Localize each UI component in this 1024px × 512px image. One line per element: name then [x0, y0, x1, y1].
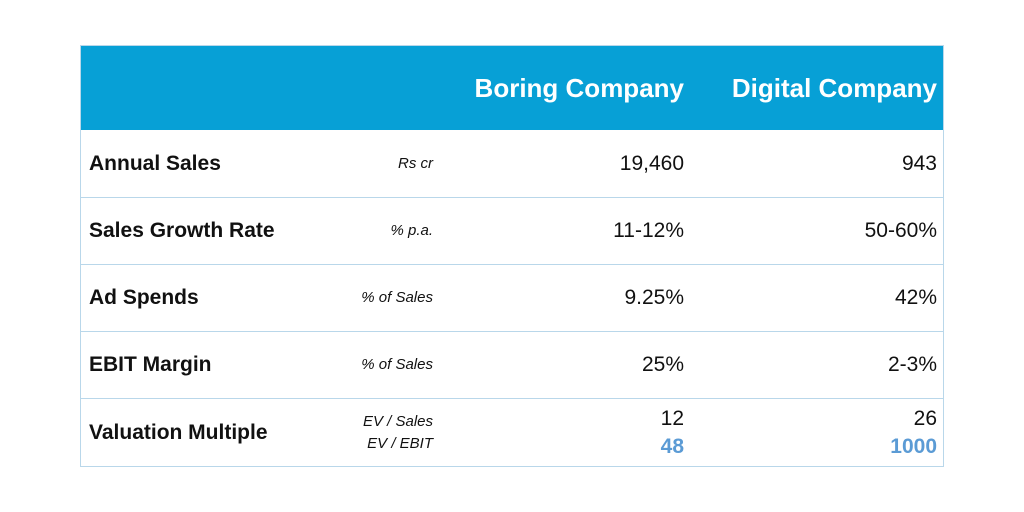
digital-value: 42%: [895, 265, 937, 331]
value-text: 50-60%: [864, 219, 937, 242]
row-label: EBIT Margin: [89, 353, 212, 376]
row-label: Ad Spends: [89, 286, 199, 309]
row-unit: EV / Sales EV / EBIT: [363, 399, 433, 466]
boring-value: 9.25%: [624, 265, 684, 331]
value-text: 19,460: [619, 151, 684, 175]
row-unit: % of Sales: [361, 265, 433, 331]
value-text: 42%: [894, 286, 937, 309]
value-text-secondary: 48: [660, 434, 684, 458]
value-text: 9.25%: [624, 286, 684, 309]
value-text: 26: [913, 406, 937, 430]
comparison-table: Boring Company Digital Company Annual Sa…: [80, 45, 944, 467]
table-row: EBIT Margin % of Sales 25% 2-3%: [81, 331, 943, 398]
row-label: Valuation Multiple: [89, 420, 268, 444]
row-unit: % of Sales: [361, 332, 433, 398]
table-row: Annual Sales Rs cr 19,460 943: [81, 130, 943, 197]
row-label: Sales Growth Rate: [89, 219, 275, 242]
unit-text: % p.a.: [390, 222, 433, 239]
unit-text: EV / Sales: [362, 412, 433, 430]
value-text-secondary: 1000: [890, 434, 937, 458]
header-boring-company: Boring Company: [474, 73, 684, 103]
unit-text: % of Sales: [361, 356, 433, 373]
unit-text: % of Sales: [361, 289, 433, 306]
table-row: Valuation Multiple EV / Sales EV / EBIT …: [81, 398, 943, 466]
row-label: Annual Sales: [89, 151, 221, 175]
row-unit: % p.a.: [390, 198, 433, 264]
value-text: 943: [901, 151, 937, 175]
row-unit: Rs cr: [398, 130, 433, 197]
unit-text: Rs cr: [398, 154, 433, 172]
header-digital-company: Digital Company: [731, 73, 937, 103]
value-text: 11-12%: [613, 219, 684, 242]
digital-value: 50-60%: [865, 198, 937, 264]
digital-value: 2-3%: [888, 332, 937, 398]
boring-value: 19,460: [620, 130, 684, 197]
value-text: 25%: [641, 353, 684, 376]
unit-text-secondary: EV / EBIT: [367, 434, 433, 452]
table-header: Boring Company Digital Company: [81, 46, 943, 130]
value-text: 12: [660, 406, 684, 430]
table-row: Sales Growth Rate % p.a. 11-12% 50-60%: [81, 197, 943, 264]
value-text: 2-3%: [887, 353, 937, 376]
table-row: Ad Spends % of Sales 9.25% 42%: [81, 264, 943, 331]
boring-value: 25%: [642, 332, 684, 398]
digital-value: 26 1000: [890, 399, 937, 466]
digital-value: 943: [902, 130, 937, 197]
boring-value: 12 48: [661, 399, 684, 466]
boring-value: 11-12%: [613, 198, 684, 264]
